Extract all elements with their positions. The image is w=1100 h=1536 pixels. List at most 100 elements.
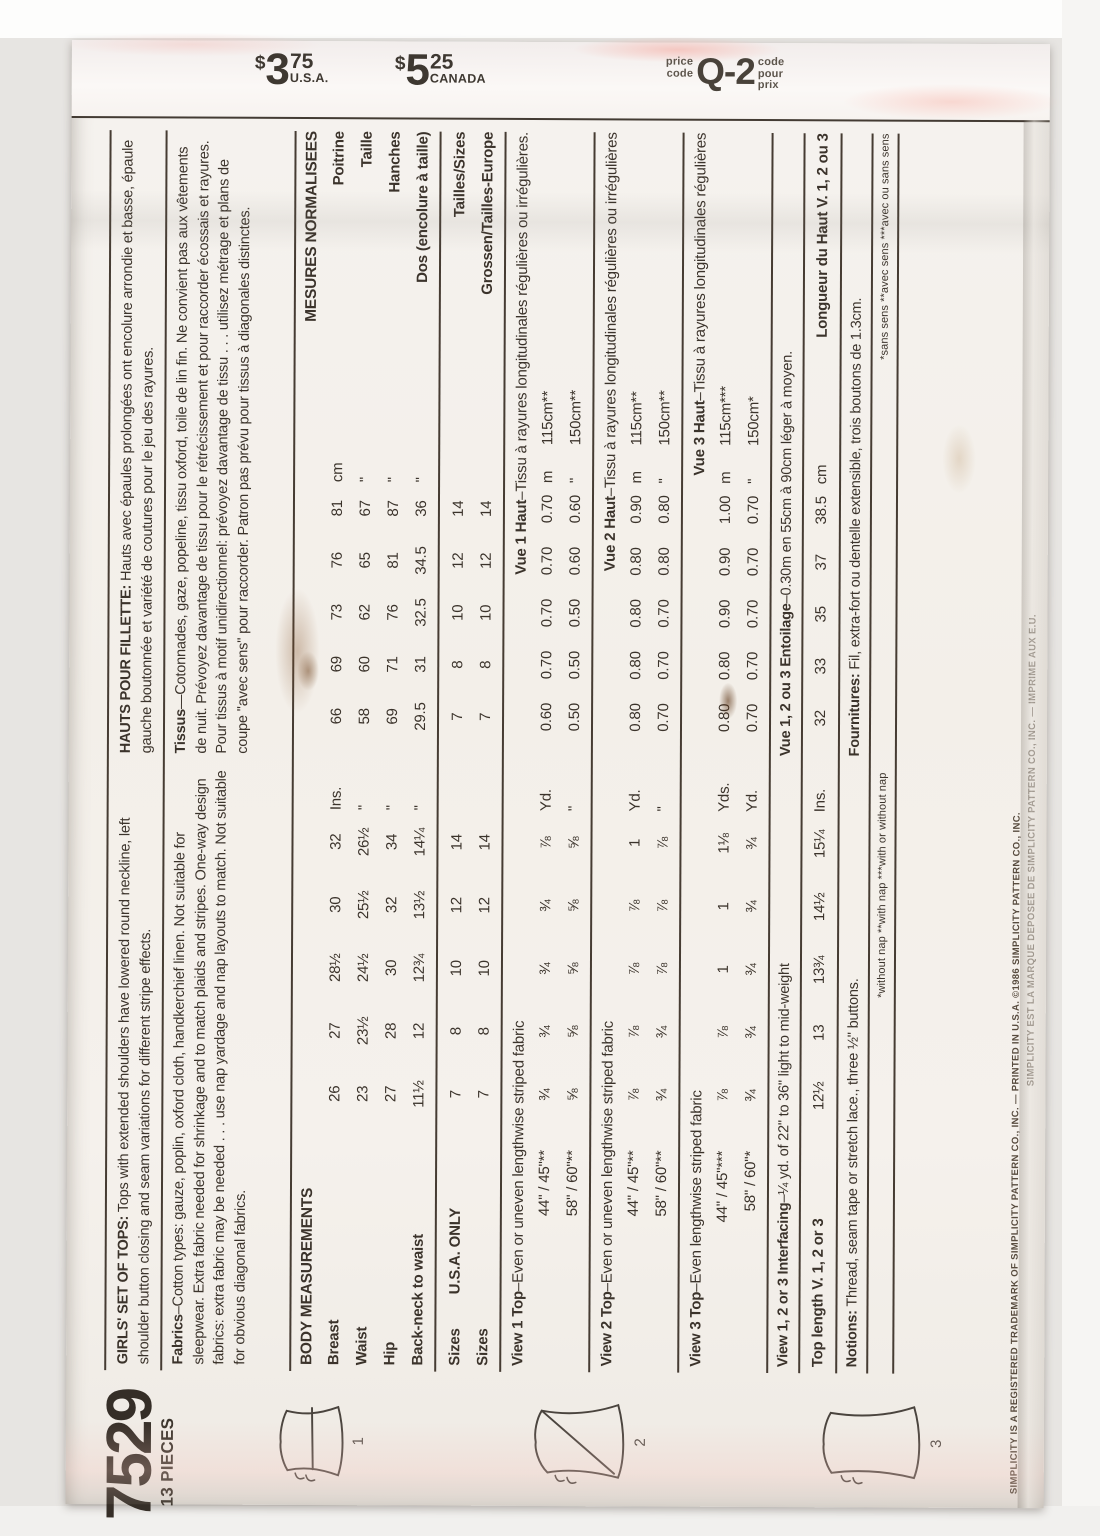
table-row-hanches: 69 71 76 81 87 '' Hanches xyxy=(378,131,409,754)
cell-value: 8 xyxy=(476,660,494,669)
headline-en-lead: GIRLS' SET OF TOPS: xyxy=(115,1215,132,1365)
entoilage-fr: Vue 1, 2 ou 3 Entoilage–0.30m en 55cm à … xyxy=(777,350,796,757)
cell-value: 73 xyxy=(327,603,346,621)
metrage-row: 0.60 0.70 0.70 0.70 0.70 m 115cm** xyxy=(532,132,563,755)
metrage-row: 0.70 0.70 0.70 0.70 0.70 '' 150cm* xyxy=(738,133,769,756)
cell-value: ⅞ xyxy=(714,1026,732,1039)
cell-value: 10 xyxy=(448,604,467,621)
cell-value: ⅞ xyxy=(624,1088,642,1102)
cell-value: 23½ xyxy=(354,1016,372,1046)
cell-value: ⅞ xyxy=(625,899,643,913)
view3-yardage-section: View 3 Top –Even lengthwise striped fabri… xyxy=(679,133,771,1373)
cell-value: ⅝ xyxy=(564,962,582,975)
cell-value: 0.80 xyxy=(626,599,645,628)
cell-value: 34 xyxy=(382,833,401,851)
cell-value: 0.70 xyxy=(654,651,672,680)
cell-value: 11½ xyxy=(409,1080,427,1108)
headline-en: GIRLS' SET OF TOPS: Tops with extended s… xyxy=(115,817,154,1365)
table-row-taille: 58 60 62 65 67 '' Taille xyxy=(350,131,381,754)
cell-value: 13¾ xyxy=(810,955,829,985)
cell-value: ⅝ xyxy=(564,836,583,849)
interfacing-en: View 1, 2 or 3 Interfacing–¼ yd. of 22" … xyxy=(775,963,793,1368)
metrage-row: 0.80 0.80 0.80 0.80 0.90 m 115cm** xyxy=(621,132,652,755)
view2-yardage-section: View 2 Top –Even or uneven lengthwise str… xyxy=(590,132,682,1372)
metrage-row: 0.50 0.50 0.50 0.60 0.60 '' 150cm** xyxy=(560,132,591,755)
metrage-row: 0.80 0.80 0.90 0.90 1.00 m 115cm*** xyxy=(710,133,741,756)
cell-value: 25½ xyxy=(354,890,372,920)
cell-value: 0.50 xyxy=(565,650,583,680)
yardage-row: 44" / 45"*** ⅞ ⅞ 1 1 1⅛ Yds. xyxy=(713,782,733,1223)
view-3-diagram: 3 xyxy=(816,1391,945,1496)
cell-value: 15¼ xyxy=(811,829,829,859)
cell-value: 0.70 xyxy=(654,703,672,732)
cell-value: 27 xyxy=(381,1085,399,1103)
cell-value: 67 xyxy=(356,500,374,517)
nap-footnote-en: *without nap **with nap ***with or witho… xyxy=(875,772,889,998)
cell-value: 12 xyxy=(477,552,495,570)
table-row-sizes-usa: Sizes U.S.A. ONLY 7 8 10 12 14 xyxy=(440,771,471,1366)
cell-value: 10 xyxy=(447,960,465,977)
table-row-breast: Breast 26 27 28½ 30 32 Ins. xyxy=(324,786,345,1366)
cell-value: 12¾ xyxy=(410,953,428,983)
table-row-grossen: 7 8 10 12 14 Grossen/Tailles-Europe xyxy=(471,132,502,755)
fournitures-fr: Fournitures: Fil, extra-fort ou dentelle… xyxy=(846,297,865,757)
headline-fr: HAUTS POUR FILLETTE: Hauts avec épaules … xyxy=(117,139,157,754)
table-row-backneck: Back-neck to waist 11½ 12 12¾ 13½ 14¼ '' xyxy=(408,805,429,1366)
cell-value: ¾ xyxy=(653,1025,671,1039)
cell-value: 71 xyxy=(383,656,401,673)
cell-value: ¾ xyxy=(742,1026,760,1039)
pattern-envelope-back: $ 3 75 U.S.A. $ 5 25 CANADA price code Q-… xyxy=(61,31,1062,1520)
cell-value: 0.70 xyxy=(654,599,673,628)
cell-value: 1 xyxy=(714,902,732,911)
cell-value: 14 xyxy=(475,834,494,851)
cell-value: 8 xyxy=(475,1027,493,1036)
view-2-diagram: 2 xyxy=(528,1390,649,1495)
sizes-section: Sizes U.S.A. ONLY 7 8 10 12 14 Sizes 7 8 10 12 14 7… xyxy=(436,132,504,1372)
cell-value: 8 xyxy=(448,660,466,669)
view2-header: View 2 Top –Even or uneven lengthwise str… xyxy=(597,1021,617,1367)
scan-background-top xyxy=(0,0,1100,38)
cell-value: 0.70 xyxy=(743,651,761,681)
cell-value: ⅞ xyxy=(625,962,643,976)
cell-value: 0.90 xyxy=(715,599,734,629)
cell-value: 31 xyxy=(411,656,429,673)
cell-value: 0.80 xyxy=(655,547,673,576)
headline-section: GIRLS' SET OF TOPS: Tops with extended s… xyxy=(106,130,165,1370)
cell-value: 10 xyxy=(476,604,495,622)
cell-value: 12 xyxy=(449,552,467,569)
cell-value: 30 xyxy=(326,896,344,913)
cell-value: 28 xyxy=(382,1022,400,1040)
cell-value: 35 xyxy=(812,606,830,623)
cell-value: 7 xyxy=(446,1090,464,1099)
cell-value: 0.80 xyxy=(627,547,645,576)
top-length-row: Top length V. 1, 2 or 3 12½ 13 13¾ 14½ 15¼ Ins… xyxy=(809,788,829,1368)
view-number-label: 1 xyxy=(349,1437,367,1446)
cell-value: 14 xyxy=(449,500,467,517)
cell-value: 32 xyxy=(812,710,830,727)
cell-value: 0.60 xyxy=(537,702,555,732)
garment-back-view-2-icon xyxy=(534,1403,625,1484)
cell-value: 23 xyxy=(353,1085,371,1102)
cell-value: 36 xyxy=(412,500,430,517)
view-number-label: 2 xyxy=(631,1438,649,1447)
cell-value: 14 xyxy=(477,500,495,518)
cell-value: 81 xyxy=(384,552,402,569)
cell-value: 7 xyxy=(474,1090,492,1099)
measurements-section: BODY MEASUREMENTS Breast 26 27 28½ 30 32 Ins. … xyxy=(291,131,439,1372)
cell-value: ¾ xyxy=(536,1025,554,1038)
cell-value: 8 xyxy=(447,1027,465,1036)
cell-value: 30 xyxy=(382,959,400,977)
cell-value: 62 xyxy=(355,604,374,621)
fabrics-fr-lead: Tissus xyxy=(172,708,190,754)
table-row-tailles: 7 8 10 12 14 Tailles/Sizes xyxy=(443,132,474,755)
cell-value: 81 xyxy=(328,499,346,517)
vue1-header: Vue 1 Haut –Tissu à rayures longitudinale… xyxy=(512,131,532,575)
cell-value: ⅞ xyxy=(536,836,555,849)
cell-value: 0.70 xyxy=(537,650,555,680)
cell-value: 0.90 xyxy=(716,547,734,577)
table-row-sizes: Sizes 7 8 10 12 14 xyxy=(468,771,499,1366)
body-measurements-title: BODY MEASUREMENTS xyxy=(298,1187,316,1366)
cell-value: ⅞ xyxy=(653,962,671,976)
cell-value: 1⅛ xyxy=(714,833,733,854)
rotated-print-area: 7529 13 PIECES 1 2 xyxy=(93,55,1060,1524)
